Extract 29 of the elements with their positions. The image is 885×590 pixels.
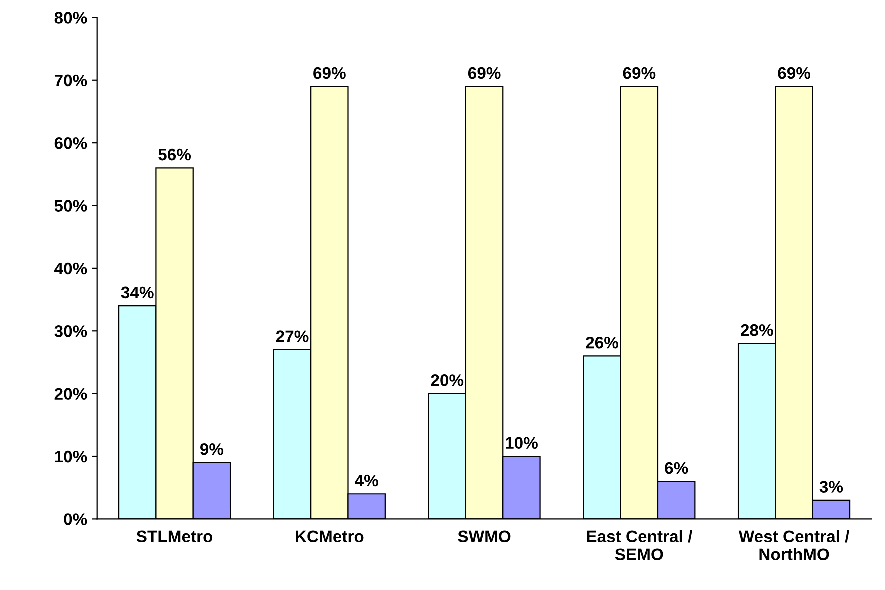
x-tick-label: SWMO [458, 530, 511, 543]
x-tick-label: KCMetro [296, 530, 364, 543]
data-label: 3% [820, 481, 844, 493]
data-label: 69% [314, 67, 346, 80]
y-tick-label: 50% [54, 200, 88, 212]
y-tick-label: 70% [54, 74, 88, 87]
data-label: 69% [468, 67, 501, 80]
data-label: 9% [200, 444, 224, 456]
data-label: 56% [158, 148, 192, 161]
data-label: 69% [623, 67, 656, 80]
data-label: 27% [276, 330, 309, 342]
y-tick-label: 80% [54, 12, 88, 24]
y-tick-label: 0% [64, 514, 88, 526]
y-tick-label: 40% [54, 262, 88, 275]
x-tick-label: West Central / NorthMO [738, 530, 850, 561]
data-label: 28% [741, 324, 774, 336]
data-label: 34% [121, 286, 154, 299]
data-label: 6% [665, 462, 688, 474]
data-label: 69% [778, 67, 811, 80]
y-tick-label: 10% [55, 450, 88, 463]
data-label: 26% [586, 336, 618, 349]
x-tick-label: East Central / SEMO [587, 530, 693, 561]
y-tick-label: 20% [54, 388, 88, 400]
x-tick-label: STLMetro [136, 530, 213, 543]
data-label: 4% [355, 474, 378, 487]
data-label: 20% [431, 374, 464, 386]
y-tick-label: 30% [54, 326, 88, 338]
data-label: 10% [506, 437, 538, 450]
y-tick-label: 60% [54, 137, 88, 150]
